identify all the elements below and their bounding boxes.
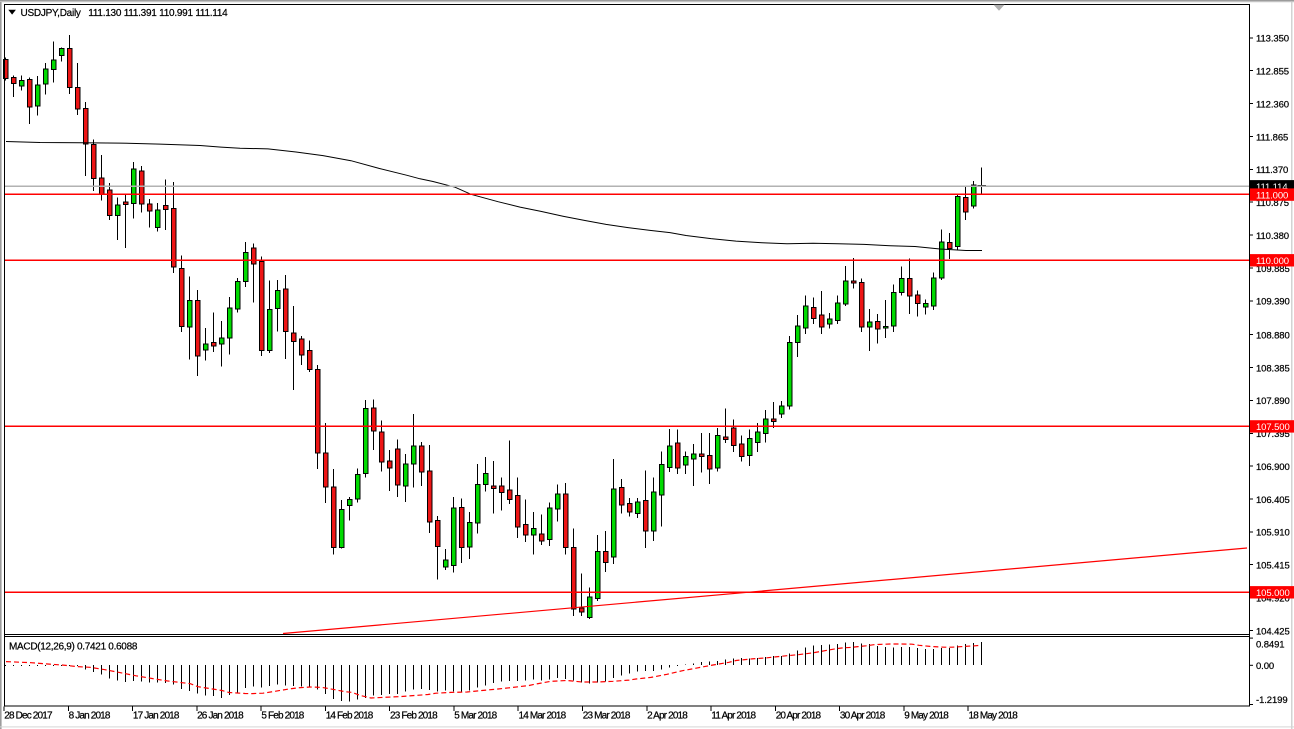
svg-text:112.360: 112.360 [1256,99,1289,110]
svg-text:113.350: 113.350 [1256,34,1289,45]
svg-text:110.380: 110.380 [1256,231,1289,242]
svg-text:0.00: 0.00 [1256,661,1274,672]
svg-text:-1.2199: -1.2199 [1256,695,1288,706]
svg-text:106.405: 106.405 [1256,495,1290,506]
svg-text:23 Mar 2018: 23 Mar 2018 [583,710,631,721]
svg-text:USDJPY,Daily 111.130 111.391: USDJPY,Daily 111.130 111.391 110.991 111… [21,8,229,19]
svg-text:14 Mar 2018: 14 Mar 2018 [519,710,567,721]
svg-text:11 Apr 2018: 11 Apr 2018 [711,710,756,721]
svg-text:111.114: 111.114 [1256,182,1288,193]
svg-text:MACD(12,26,9) 0.7421 0.6088: MACD(12,26,9) 0.7421 0.6088 [9,642,138,653]
svg-text:110.000: 110.000 [1256,256,1289,267]
svg-text:5 Mar 2018: 5 Mar 2018 [454,710,497,721]
svg-text:26 Jan 2018: 26 Jan 2018 [197,710,244,721]
svg-text:105.910: 105.910 [1256,528,1290,539]
svg-text:30 Apr 2018: 30 Apr 2018 [840,710,886,721]
svg-text:23 Feb 2018: 23 Feb 2018 [390,710,438,721]
svg-text:109.885: 109.885 [1256,264,1290,275]
svg-text:110.875: 110.875 [1256,198,1289,209]
svg-text:28 Dec 2017: 28 Dec 2017 [4,710,53,721]
svg-text:8 Jan 2018: 8 Jan 2018 [69,710,111,721]
svg-text:107.500: 107.500 [1256,422,1290,433]
svg-text:108.880: 108.880 [1256,331,1290,342]
svg-text:18 May 2018: 18 May 2018 [969,710,1019,721]
svg-text:20 Apr 2018: 20 Apr 2018 [776,710,822,721]
svg-text:111.865: 111.865 [1256,132,1288,143]
svg-text:14 Feb 2018: 14 Feb 2018 [326,710,374,721]
svg-text:111.000: 111.000 [1256,190,1288,201]
svg-text:112.855: 112.855 [1256,67,1289,78]
svg-text:108.385: 108.385 [1256,363,1290,374]
svg-text:111.370: 111.370 [1256,165,1288,176]
svg-text:17 Jan 2018: 17 Jan 2018 [133,710,180,721]
svg-text:105.000: 105.000 [1256,588,1290,599]
svg-text:109.390: 109.390 [1256,297,1290,308]
svg-text:0.8491: 0.8491 [1256,639,1284,650]
svg-text:9 May 2018: 9 May 2018 [904,710,949,721]
svg-text:105.415: 105.415 [1256,561,1290,572]
svg-text:107.890: 107.890 [1256,396,1290,407]
svg-text:107.395: 107.395 [1256,429,1290,440]
svg-text:2 Apr 2018: 2 Apr 2018 [647,710,688,721]
svg-text:5 Feb 2018: 5 Feb 2018 [261,710,304,721]
svg-text:104.920: 104.920 [1256,593,1290,604]
svg-text:106.900: 106.900 [1256,462,1290,473]
svg-text:104.425: 104.425 [1256,626,1290,637]
